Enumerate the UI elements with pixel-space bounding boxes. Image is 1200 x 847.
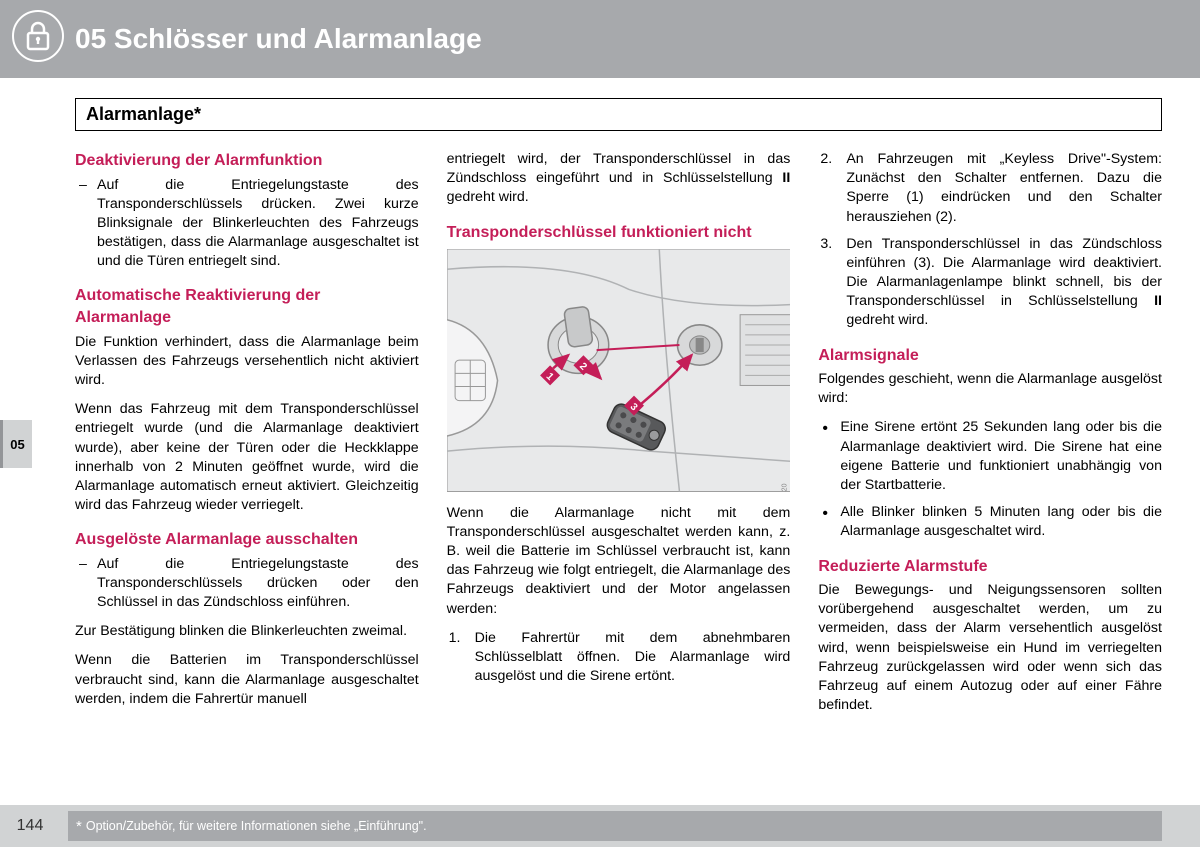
list-triggered-off: Auf die Entriegelungstaste des Transpond… bbox=[75, 555, 419, 613]
step-text: An Fahrzeugen mit „Keyless Drive"-System… bbox=[846, 151, 1162, 225]
text-span: entriegelt wird, der Transponderschlüsse… bbox=[447, 151, 791, 186]
step-1: 1.Die Fahrertür mit dem abnehmbaren Schl… bbox=[447, 629, 791, 687]
chapter-tab: 05 bbox=[0, 420, 32, 468]
subhead-triggered-off: Ausgelöste Alarmanlage ausschalten bbox=[75, 529, 419, 551]
subhead-reduced-alarm: Reduzierte Alarmstufe bbox=[818, 556, 1162, 578]
subhead-deactivation: Deaktivierung der Alarmfunktion bbox=[75, 150, 419, 172]
step-text: Den Transponderschlüssel in das Zündschl… bbox=[846, 236, 1162, 310]
key-position: II bbox=[1154, 293, 1162, 309]
footnote: * Option/Zubehör, für weitere Informatio… bbox=[68, 811, 1162, 841]
asterisk-icon: * bbox=[76, 818, 82, 835]
subhead-key-not-working: Transponderschlüssel funktioniert nicht bbox=[447, 222, 791, 244]
page-footer: 144 * Option/Zubehör, für weitere Inform… bbox=[0, 805, 1200, 847]
step-text: gedreht wird. bbox=[846, 312, 928, 328]
list-alarm-signals: Eine Sirene ertönt 25 Sekunden lang oder… bbox=[818, 418, 1162, 541]
step-3: 3.Den Transponderschlüssel in das Zündsc… bbox=[818, 235, 1162, 331]
page-header: 05 Schlösser und Alarmanlage bbox=[0, 0, 1200, 78]
paragraph: Zur Bestätigung blinken die Blinkerleuch… bbox=[75, 622, 419, 641]
figure-code: G019420 bbox=[781, 484, 788, 492]
text-span: gedreht wird. bbox=[447, 189, 529, 205]
section-header-box: Alarmanlage* bbox=[75, 98, 1162, 131]
paragraph-continuation: entriegelt wird, der Transponderschlüsse… bbox=[447, 150, 791, 208]
list-item: Auf die Entriegelungstaste des Transpond… bbox=[75, 176, 419, 272]
step-text: Die Fahrertür mit dem abnehmbaren Schlüs… bbox=[475, 630, 791, 684]
lock-icon bbox=[12, 10, 64, 62]
paragraph: Folgendes geschieht, wenn die Alarmanlag… bbox=[818, 370, 1162, 408]
key-position: II bbox=[782, 170, 790, 186]
step-2: 2.An Fahrzeugen mit „Keyless Drive"-Syst… bbox=[818, 150, 1162, 227]
paragraph: Wenn die Batterien im Transponderschlüss… bbox=[75, 651, 419, 709]
subhead-alarm-signals: Alarmsignale bbox=[818, 345, 1162, 367]
chapter-title: 05 Schlösser und Alarmanlage bbox=[75, 23, 482, 55]
body-content: Deaktivierung der Alarmfunktion Auf die … bbox=[75, 150, 1162, 777]
list-item: Eine Sirene ertönt 25 Sekunden lang oder… bbox=[818, 418, 1162, 495]
section-title: Alarmanlage* bbox=[86, 104, 1151, 125]
subhead-reactivation: Automatische Reaktivierung der Alarmanla… bbox=[75, 285, 419, 328]
paragraph: Wenn die Alarmanlage nicht mit dem Trans… bbox=[447, 504, 791, 619]
chapter-tab-label: 05 bbox=[10, 437, 24, 452]
paragraph: Wenn das Fahrzeug mit dem Transpondersch… bbox=[75, 400, 419, 515]
paragraph: Die Funktion verhindert, dass die Alarma… bbox=[75, 333, 419, 391]
list-item: Auf die Entriegelungstaste des Transpond… bbox=[75, 555, 419, 613]
dashboard-illustration: 1 2 3 G019420 bbox=[447, 249, 791, 492]
paragraph: Die Bewegungs- und Neigungssensoren soll… bbox=[818, 581, 1162, 715]
list-item: Alle Blinker blinken 5 Minuten lang oder… bbox=[818, 503, 1162, 541]
page-number: 144 bbox=[0, 817, 60, 835]
footnote-text: Option/Zubehör, für weitere Informatione… bbox=[86, 819, 427, 833]
list-deactivation: Auf die Entriegelungstaste des Transpond… bbox=[75, 176, 419, 272]
